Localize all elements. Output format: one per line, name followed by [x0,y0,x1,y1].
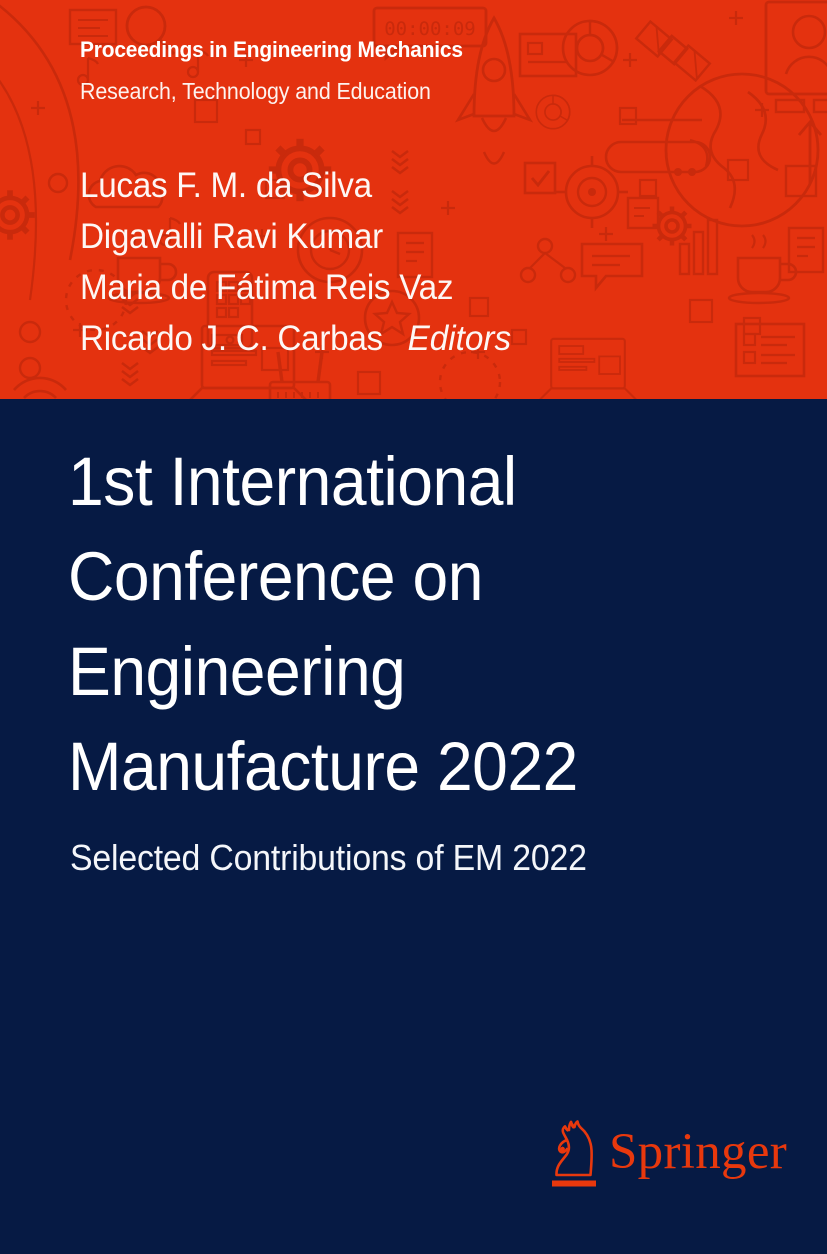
springer-wordmark: Springer [609,1124,788,1180]
page-title: 1st International Conference on Engineer… [68,434,768,814]
svg-text:00:00:09: 00:00:09 [384,18,476,40]
title-line: Manufacture 2022 [68,728,578,805]
editor-name: Maria de Fátima Reis Vaz [80,268,454,307]
editor-name: Digavalli Ravi Kumar [80,217,383,256]
springer-knight-icon [552,1120,596,1187]
background-pattern: 00:00:09 [0,0,827,399]
title-line: 1st International [68,443,517,520]
editors-role-label: Editors [407,319,512,358]
book-subtitle: Selected Contributions of EM 2022 [70,837,587,878]
cover-main-area: 1st International Conference on Engineer… [0,399,827,1254]
title-line: Conference on [68,538,483,615]
series-subtitle: Research, Technology and Education [80,78,431,104]
editors-block: Lucas F. M. da Silva Digavalli Ravi Kuma… [80,160,780,364]
editor-name-last: Ricardo J. C. Carbas Editors [80,313,745,364]
series-title: Proceedings in Engineering Mechanics [80,37,463,62]
editor-name: Lucas F. M. da Silva [80,166,372,205]
editor-name: Ricardo J. C. Carbas [80,319,383,358]
title-line: Engineering [68,633,406,710]
springer-logo: Springer [543,1118,787,1192]
cover-header-band: 00:00:09 [0,0,827,399]
